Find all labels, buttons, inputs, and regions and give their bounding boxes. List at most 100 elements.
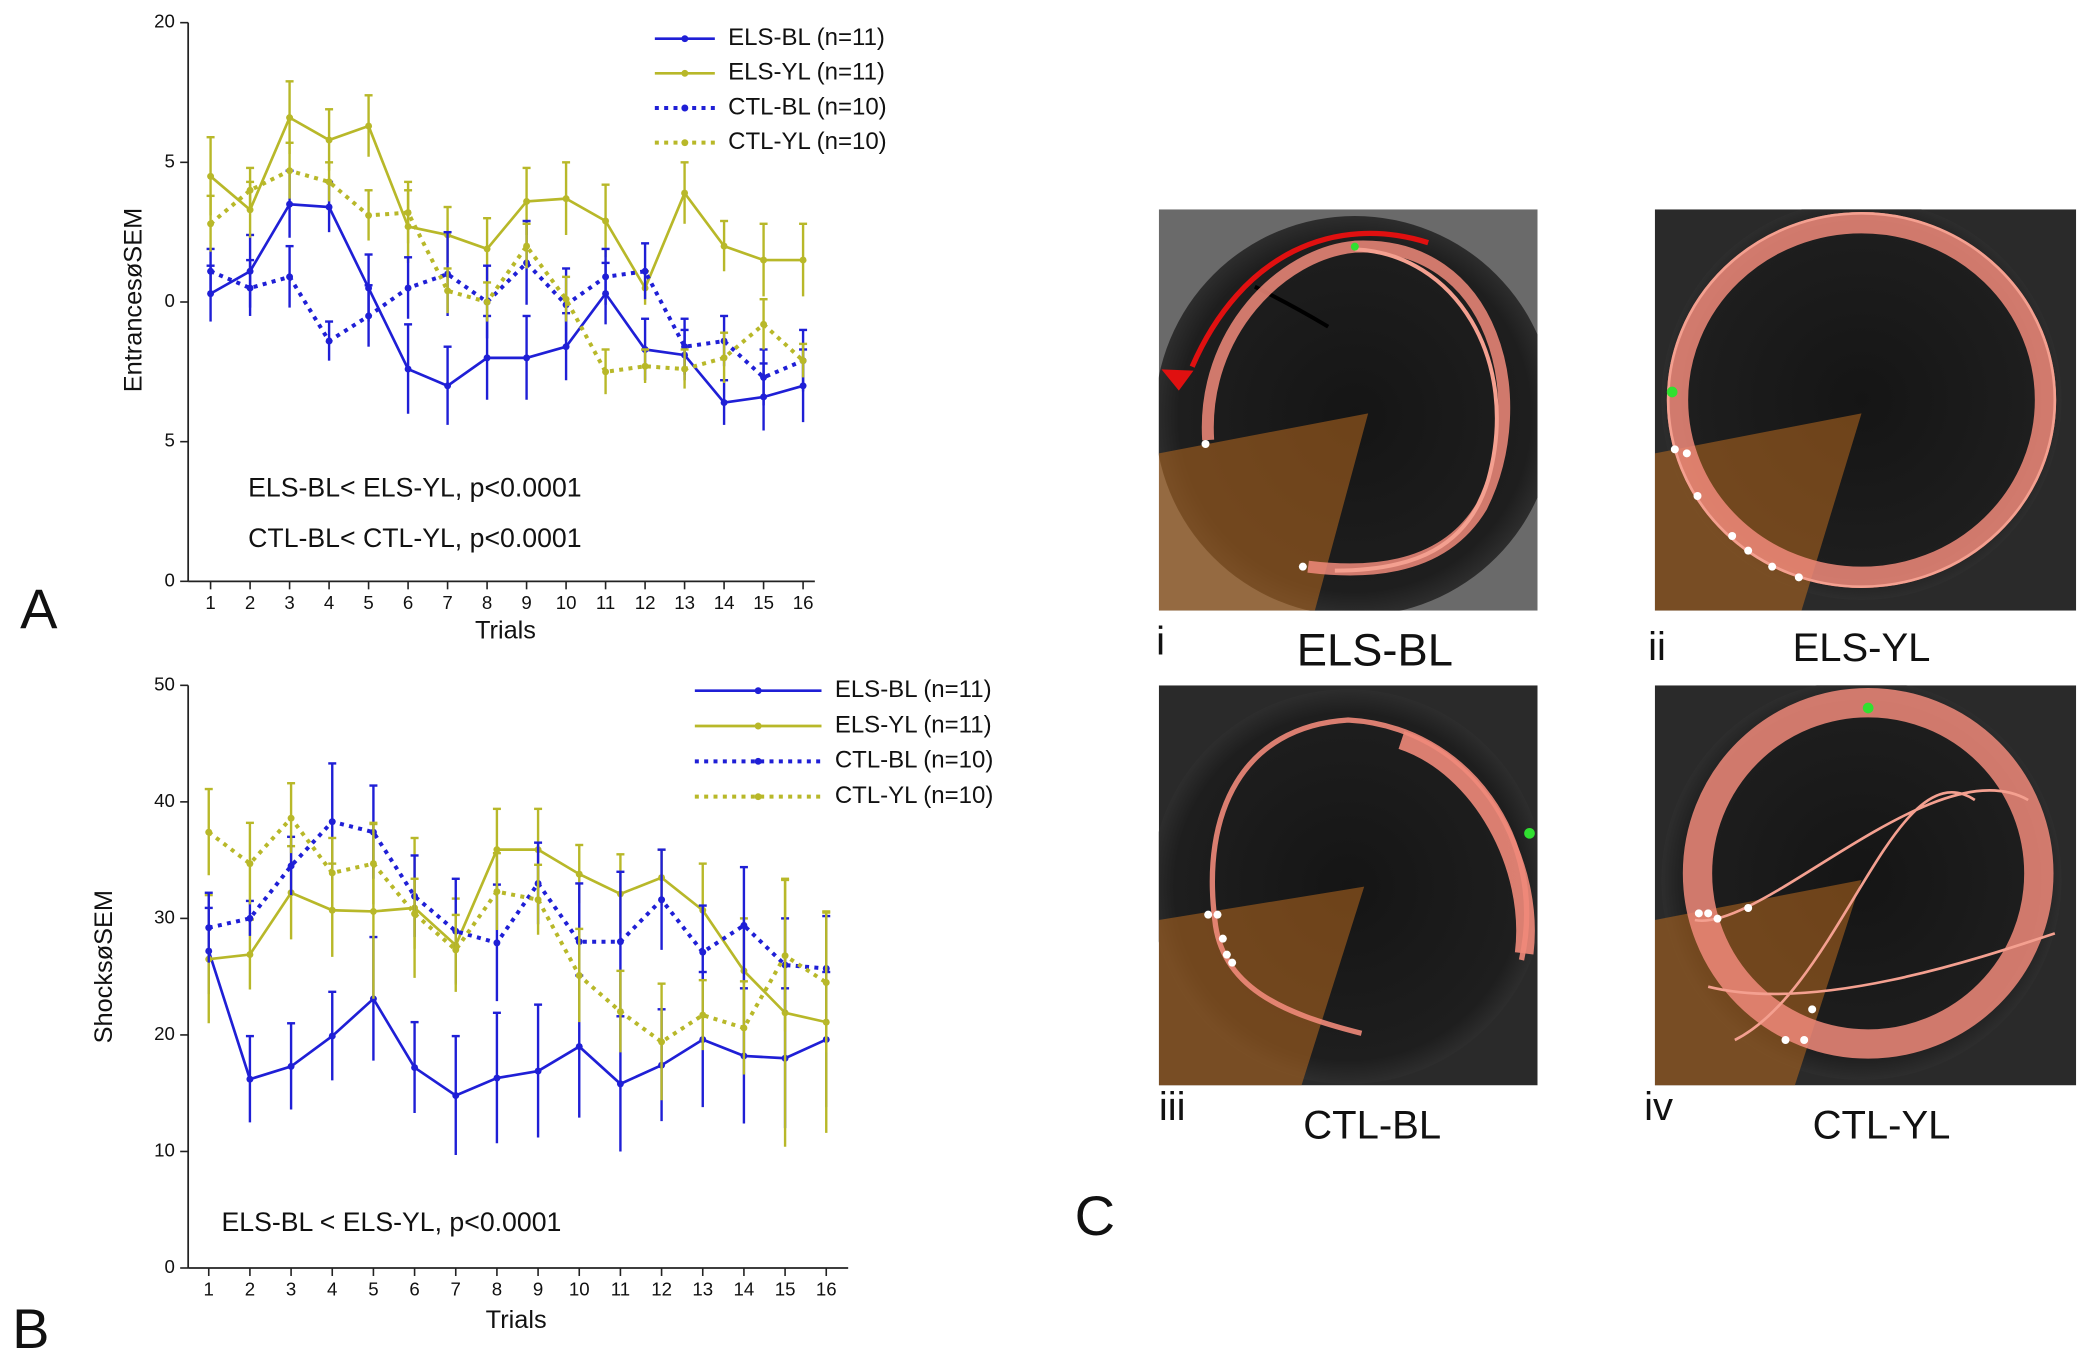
- y-tick-label: 0: [164, 1256, 174, 1277]
- data-point: [286, 273, 294, 281]
- y-axis-label: ShocksøSEM: [90, 890, 118, 1043]
- y-tick-label: 40: [154, 790, 175, 811]
- data-point: [641, 362, 649, 370]
- x-tick-label: 11: [596, 592, 615, 613]
- arena-photo: [1654, 685, 2077, 1086]
- legend-label: CTL-YL (n=10): [835, 782, 994, 809]
- x-tick-label: 14: [714, 592, 735, 613]
- data-point: [246, 951, 254, 958]
- annotation: ELS-BL < ELS-YL, p<0.0001: [222, 1207, 562, 1237]
- series-line: [209, 260, 804, 380]
- legend-marker: [754, 793, 762, 801]
- x-tick-label: 3: [286, 1279, 296, 1300]
- image-caption: ELS-YL: [1793, 626, 1931, 670]
- data-point: [562, 295, 570, 303]
- y-axis-label: EntrancesøSEM: [120, 208, 148, 392]
- data-point: [699, 948, 707, 956]
- legend-marker: [754, 722, 762, 730]
- legend-marker: [754, 757, 762, 765]
- x-tick-label: 6: [403, 592, 413, 613]
- data-point: [720, 354, 728, 362]
- image-caption: CTL-YL: [1813, 1104, 1951, 1148]
- data-point: [641, 267, 649, 275]
- data-point: [287, 1062, 295, 1070]
- x-tick-label: 2: [245, 592, 255, 613]
- data-point: [534, 1067, 542, 1075]
- data-point: [404, 209, 412, 217]
- data-point: [523, 197, 531, 205]
- data-point: [404, 365, 412, 373]
- arena-photo: [1158, 685, 1538, 1086]
- data-point: [328, 818, 336, 826]
- legend-label: CTL-BL (n=10): [835, 747, 994, 774]
- data-point: [328, 869, 336, 877]
- data-point: [616, 1080, 624, 1088]
- legend-marker: [681, 104, 689, 112]
- data-point: [760, 256, 768, 264]
- data-point: [699, 1011, 707, 1019]
- y-tick-label: 50: [154, 673, 175, 694]
- data-point: [365, 211, 373, 219]
- x-tick-label: 7: [442, 592, 452, 613]
- data-point: [328, 1032, 336, 1040]
- legend-label: CTL-YL (n=10): [728, 128, 887, 155]
- legend-marker: [754, 687, 762, 695]
- data-point: [483, 298, 491, 306]
- series-line: [207, 950, 827, 1098]
- data-point: [328, 906, 336, 914]
- y-tick-label: 0: [164, 569, 174, 590]
- x-tick-label: 12: [651, 1279, 672, 1300]
- data-point: [483, 245, 491, 253]
- image-numeral: i: [1156, 620, 1165, 664]
- legend-label: ELS-YL (n=11): [835, 711, 992, 738]
- x-tick-label: 13: [674, 592, 695, 613]
- arena-photo: [1158, 209, 1538, 611]
- x-tick-label: 5: [368, 1279, 378, 1300]
- y-tick-label: 20: [154, 11, 175, 32]
- x-tick-label: 2: [245, 1279, 255, 1300]
- series-line: [208, 819, 827, 971]
- data-point: [483, 354, 491, 362]
- x-tick-label: 14: [734, 1279, 755, 1300]
- data-point: [658, 896, 666, 904]
- data-point: [523, 242, 531, 250]
- data-point: [575, 972, 583, 979]
- x-tick-label: 9: [533, 1279, 543, 1300]
- panel-label: B: [12, 1297, 49, 1352]
- x-tick-label: 12: [635, 592, 656, 613]
- x-tick-label: 11: [611, 1279, 630, 1300]
- x-tick-label: 13: [692, 1279, 713, 1300]
- image-numeral: ii: [1648, 625, 1666, 669]
- panel-label: A: [20, 577, 58, 640]
- legend-label: ELS-BL (n=11): [835, 676, 992, 703]
- legend-label: ELS-BL (n=11): [728, 24, 885, 51]
- data-point: [325, 203, 333, 211]
- x-tick-label: 1: [205, 592, 215, 613]
- x-tick-label: 15: [775, 1279, 796, 1300]
- x-tick-label: 3: [284, 592, 294, 613]
- data-point: [740, 921, 748, 929]
- legend-label: CTL-BL (n=10): [728, 93, 887, 120]
- x-tick-label: 6: [409, 1279, 419, 1300]
- data-point: [616, 1008, 624, 1016]
- data-point: [562, 343, 570, 351]
- data-point: [207, 172, 215, 180]
- data-point: [720, 242, 728, 250]
- data-point: [681, 365, 689, 373]
- x-tick-label: 4: [324, 592, 334, 613]
- series-line: [209, 168, 805, 375]
- x-tick-label: 9: [521, 592, 531, 613]
- data-point: [411, 910, 419, 918]
- data-point: [286, 200, 294, 208]
- data-point: [493, 846, 501, 854]
- data-point: [575, 1043, 583, 1051]
- series-line: [207, 815, 828, 1045]
- data-point: [325, 136, 333, 144]
- x-tick-label: 5: [363, 592, 373, 613]
- y-tick-label: 10: [154, 1139, 175, 1160]
- data-point: [246, 1075, 254, 1083]
- data-point: [602, 217, 610, 225]
- x-tick-label: 10: [569, 1279, 590, 1300]
